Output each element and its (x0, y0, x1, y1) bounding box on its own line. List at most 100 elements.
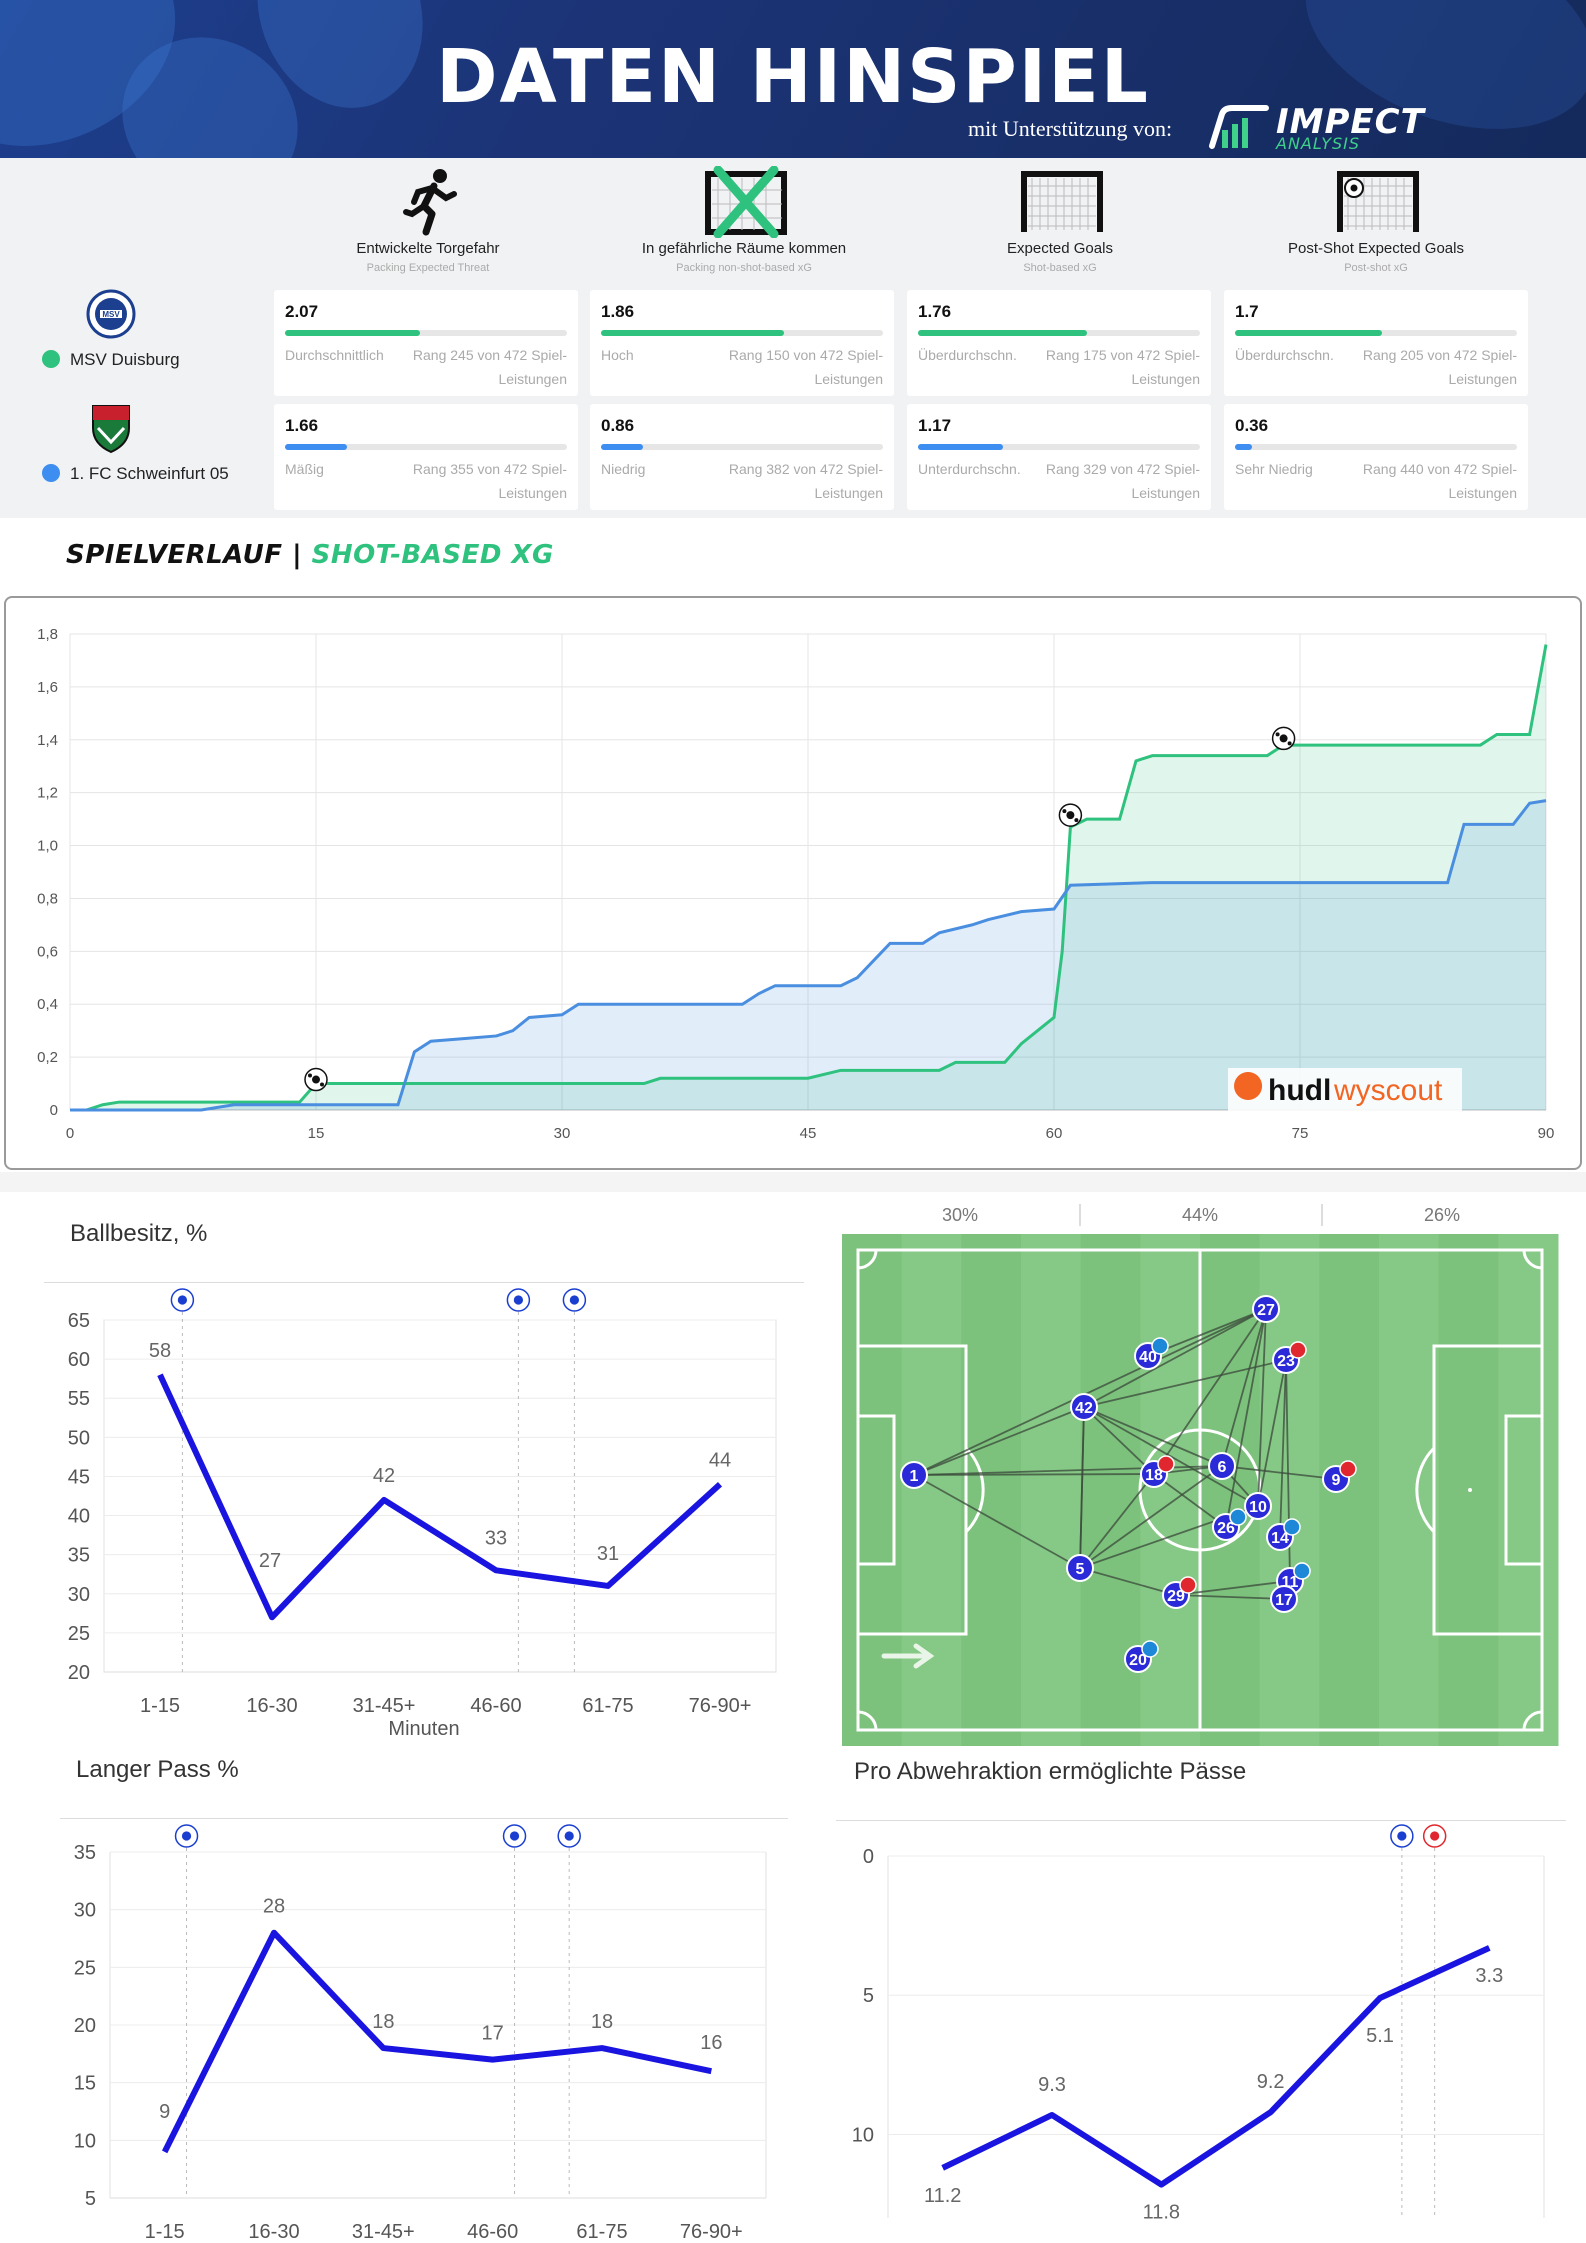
data-label: 9 (159, 2101, 170, 2123)
sub-out-badge-icon (1157, 1455, 1175, 1473)
y-tick-label: 40 (68, 1506, 90, 1528)
possession-chart-title: Ballbesitz, % (70, 1220, 208, 1247)
kpi-card: 1.17 Unterdurchschn. Rang 329 von 472 Spie… (907, 404, 1211, 510)
kpi-rank: Rang 150 von 472 Spiel-Leistungen (728, 347, 883, 387)
y-tick-label: 0,6 (37, 943, 58, 960)
long-pass-chart: 5 10 15 20 25 30 35 1-15 16-30 31-45+ 46-60 61-75 76… (74, 1824, 767, 2243)
player-number: 26 (1217, 1520, 1235, 1537)
player-number: 18 (1145, 1467, 1163, 1484)
sub-out-badge-icon (1179, 1576, 1197, 1594)
third-label: 44% (1182, 1205, 1218, 1225)
data-label: 11.8 (1143, 2202, 1180, 2224)
y-tick-label: 25 (74, 1957, 96, 1979)
pass-link (1257, 1308, 1267, 1507)
pass-link (1153, 1308, 1267, 1475)
sub-in-badge-icon (1141, 1640, 1159, 1658)
kpi-card: 1.86 Hoch Rang 150 von 472 Spiel-Leistunge… (590, 290, 894, 396)
penalty-spot (1468, 1488, 1472, 1492)
pass-link (1083, 1308, 1267, 1408)
kpi-rank: Rang 175 von 472 Spiel-Leistungen (1045, 347, 1200, 387)
ball-patch (1279, 734, 1288, 743)
y-tick-label: 20 (74, 2015, 96, 2037)
player-node: 29 (1162, 1576, 1197, 1609)
player-number: 20 (1129, 1652, 1147, 1669)
data-label: 18 (591, 2011, 613, 2033)
y-tick-label: 30 (68, 1584, 90, 1606)
corner-arcs (857, 1249, 1543, 1731)
kpi-bar-track (918, 444, 1200, 450)
player-circle (900, 1461, 928, 1489)
y-tick-label: 1,4 (37, 732, 58, 749)
ball-patch (312, 1075, 320, 1084)
ball-patch (320, 1082, 324, 1087)
team-name: 1. FC Schweinfurt 05 (70, 464, 229, 483)
pass-link (913, 1474, 1081, 1569)
y-tick-label: 0 (863, 1846, 874, 1868)
data-label: 9.3 (1038, 2074, 1066, 2096)
spielverlauf-title: SPIELVERLAUF | SHOT-BASED XG (66, 540, 554, 570)
player-number: 23 (1277, 1353, 1295, 1370)
x-tick-label: 75 (1292, 1125, 1309, 1142)
player-node: 42 (1070, 1393, 1098, 1421)
kpi-title: Entwickelte Torgefahr (356, 240, 500, 257)
player-number: 27 (1257, 1302, 1275, 1319)
penalty-arc-right (1415, 1446, 1436, 1534)
y-tick-label: 1,2 (37, 785, 58, 802)
kpi-value: 1.66 (285, 416, 319, 435)
sub-in-badge-icon (1293, 1562, 1311, 1580)
ball-patch (1430, 1831, 1440, 1841)
player-node: 20 (1124, 1640, 1159, 1673)
direction-arrow-icon (881, 1643, 935, 1669)
pass-link (1079, 1567, 1177, 1596)
kpi-col-3: Post-Shot Expected Goals Post-shot xG (1218, 158, 1534, 286)
y-tick-label: 10 (852, 2124, 874, 2146)
player-number: 42 (1075, 1400, 1093, 1417)
kpi-bar-track (285, 330, 567, 336)
x-tick-label: 76-90+ (680, 2221, 743, 2243)
player-node: 26 (1212, 1508, 1247, 1541)
team-color-dot (42, 350, 60, 368)
x-tick-label: 31-45+ (352, 2221, 415, 2243)
x-tick-label: 30 (554, 1125, 571, 1142)
kpi-rank: Rang 440 von 472 Spiel-Leistungen (1362, 461, 1517, 501)
pass-link (1083, 1406, 1259, 1507)
y-tick-label: 0,2 (37, 1049, 58, 1066)
player-number: 1 (910, 1468, 919, 1485)
y-tick-label: 5 (85, 2188, 96, 2210)
goal-icon (1021, 171, 1103, 232)
player-number: 17 (1275, 1592, 1293, 1609)
kpi-card: 1.7 Überdurchschn. Rang 205 von 472 Spiel-… (1224, 290, 1528, 396)
ball-patch (177, 1295, 188, 1305)
kpi-value: 1.7 (1235, 302, 1259, 321)
x-tick-label: 61-75 (576, 2221, 627, 2243)
kpi-level: Hoch (601, 347, 634, 363)
player-node: 18 (1140, 1455, 1175, 1488)
data-label: 3.3 (1475, 1965, 1503, 1987)
player-circle (1270, 1585, 1298, 1613)
ppda-title-rule (836, 1820, 1566, 1821)
ball-patch (569, 1295, 580, 1305)
player-circle (1066, 1554, 1094, 1582)
player-number: 6 (1218, 1459, 1227, 1476)
pitch-stripe (1498, 1234, 1559, 1746)
impect-logo-icon (1209, 105, 1269, 149)
kpi-bar-fill (601, 444, 644, 450)
pass-link (913, 1473, 1155, 1476)
xg-line-schweinfurt (70, 799, 1547, 1112)
possession-title-rule (44, 1282, 804, 1283)
xg-area-schweinfurt (70, 800, 1546, 1110)
pass-link (1257, 1359, 1287, 1507)
watermark-wyscout: wyscout (1333, 1074, 1443, 1107)
kpi-level: Niedrig (601, 461, 646, 477)
msv-duisburg-crest: MSV (86, 289, 136, 339)
pitch-stripe (842, 1234, 903, 1746)
kpi-subtitle: Packing non-shot-based xG (676, 262, 812, 274)
sponsor-logo: IMPECT ANALYSIS (1208, 98, 1468, 154)
xg-timeline-chart-frame: 0 0,2 0,4 0,6 0,8 1,0 1,2 1,4 1,6 1,8 0 15 30 45 60 75 9… (4, 596, 1582, 1170)
kpi-rank: Rang 382 von 472 Spiel-Leistungen (728, 461, 883, 501)
support-text: mit Unterstützung von: (968, 116, 1173, 141)
kpi-value: 2.07 (285, 302, 319, 321)
kpi-card: 1.66 Mäßig Rang 355 von 472 Spiel-Leistung… (274, 404, 578, 510)
ball-patch (513, 1295, 524, 1305)
ppda-chart: 0 5 10 1-15 16-30 31-45+ 46-60 61-75 76-90+ 11.2 9… (852, 1824, 1545, 2243)
